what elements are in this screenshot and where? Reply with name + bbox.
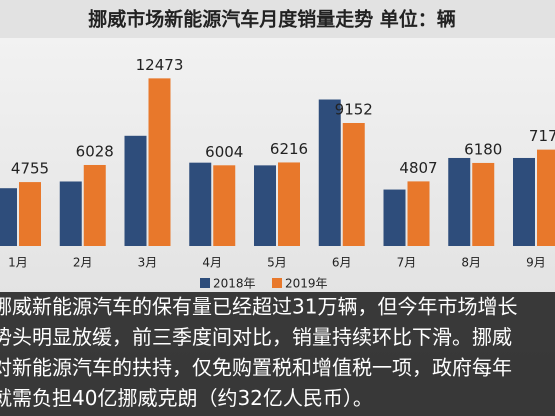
caption-line: 势头明显放缓，前三季度间对比，销量持续环比下滑。挪威 bbox=[0, 325, 512, 349]
x-tick-label: 1月 bbox=[8, 256, 28, 270]
bar bbox=[537, 149, 555, 246]
bar bbox=[318, 99, 341, 246]
bar bbox=[213, 165, 236, 246]
x-tick-label: 3月 bbox=[138, 256, 158, 270]
bar bbox=[19, 182, 41, 246]
data-label: 7170 bbox=[529, 127, 555, 145]
bar bbox=[472, 162, 495, 246]
data-label: 6180 bbox=[464, 140, 502, 158]
caption-band bbox=[0, 292, 555, 416]
legend-label: 2018年 bbox=[213, 277, 256, 291]
bar bbox=[124, 135, 147, 246]
bar bbox=[513, 157, 535, 246]
legend-label: 2019年 bbox=[285, 277, 328, 291]
x-tick-label: 5月 bbox=[267, 256, 287, 270]
bar bbox=[254, 165, 276, 246]
bar bbox=[83, 164, 106, 246]
data-label: 6028 bbox=[76, 142, 114, 160]
bar bbox=[407, 181, 430, 246]
plot: 1月 4755 2月 6028 3月 12473 4月 6004 5月 6216 6月 9152 7月 4… bbox=[0, 56, 555, 291]
bar bbox=[189, 162, 212, 246]
x-tick-label: 7月 bbox=[397, 256, 417, 270]
bar bbox=[0, 188, 17, 246]
legend-swatch bbox=[272, 278, 282, 288]
caption-line: 就需负担40亿挪威克朗（约32亿人民币）。 bbox=[0, 386, 373, 410]
bar bbox=[448, 157, 471, 246]
data-label: 4755 bbox=[11, 160, 49, 178]
title-band bbox=[0, 0, 555, 38]
caption-line: 对新能源汽车的扶持，仅免购置税和增值税一项，政府每年 bbox=[0, 356, 512, 380]
bar bbox=[278, 162, 300, 246]
x-tick-label: 9月 bbox=[526, 256, 546, 270]
x-tick-label: 2月 bbox=[73, 256, 93, 270]
data-label: 6004 bbox=[205, 143, 243, 161]
legend-swatch bbox=[200, 278, 210, 288]
bar bbox=[148, 78, 171, 246]
data-label: 6216 bbox=[270, 140, 308, 158]
x-tick-label: 6月 bbox=[332, 256, 352, 270]
data-label: 12473 bbox=[136, 56, 184, 74]
x-tick-label: 8月 bbox=[461, 256, 481, 270]
caption-line: 挪威新能源汽车的保有量已经超过31万辆，但今年市场增长 bbox=[0, 295, 517, 319]
chart-title: 挪威市场新能源汽车月度销量走势 单位：辆 bbox=[88, 8, 456, 31]
data-label: 9152 bbox=[335, 100, 373, 118]
bar bbox=[342, 122, 365, 246]
caption: 挪威新能源汽车的保有量已经超过31万辆，但今年市场增长势头明显放缓，前三季度间对… bbox=[0, 295, 517, 411]
bar bbox=[383, 189, 406, 246]
x-tick-label: 4月 bbox=[202, 256, 222, 270]
data-label: 4807 bbox=[399, 159, 437, 177]
bar bbox=[59, 181, 82, 246]
